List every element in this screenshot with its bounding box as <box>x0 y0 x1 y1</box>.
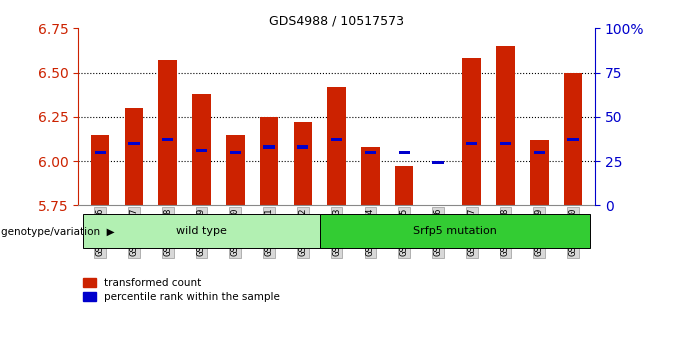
Bar <box>395 166 413 205</box>
Bar <box>320 214 590 248</box>
Bar <box>83 214 320 248</box>
Bar <box>500 142 511 145</box>
Text: wild type: wild type <box>176 226 227 236</box>
Bar <box>294 122 312 205</box>
Bar <box>196 149 207 152</box>
Bar <box>568 138 579 141</box>
Bar <box>124 108 143 205</box>
Bar <box>263 145 275 149</box>
Legend: transformed count, percentile rank within the sample: transformed count, percentile rank withi… <box>84 278 280 302</box>
Text: Srfp5 mutation: Srfp5 mutation <box>413 226 497 236</box>
Bar <box>230 151 241 154</box>
Text: genotype/variation  ▶: genotype/variation ▶ <box>1 227 115 237</box>
Bar <box>129 142 139 145</box>
Bar <box>530 140 549 205</box>
Bar <box>462 58 481 205</box>
Bar <box>534 151 545 154</box>
Bar <box>496 46 515 205</box>
Bar <box>398 151 410 154</box>
Bar <box>297 145 309 149</box>
Bar <box>95 151 105 154</box>
Bar <box>331 138 342 141</box>
Bar <box>226 135 245 205</box>
Bar <box>162 138 173 141</box>
Bar <box>564 73 582 205</box>
Bar <box>260 117 278 205</box>
Bar <box>361 147 379 205</box>
Bar <box>466 142 477 145</box>
Bar <box>91 135 109 205</box>
Bar <box>432 161 443 164</box>
Bar <box>192 94 211 205</box>
Bar <box>364 151 376 154</box>
Bar <box>158 60 177 205</box>
Bar <box>327 87 346 205</box>
Title: GDS4988 / 10517573: GDS4988 / 10517573 <box>269 14 404 27</box>
